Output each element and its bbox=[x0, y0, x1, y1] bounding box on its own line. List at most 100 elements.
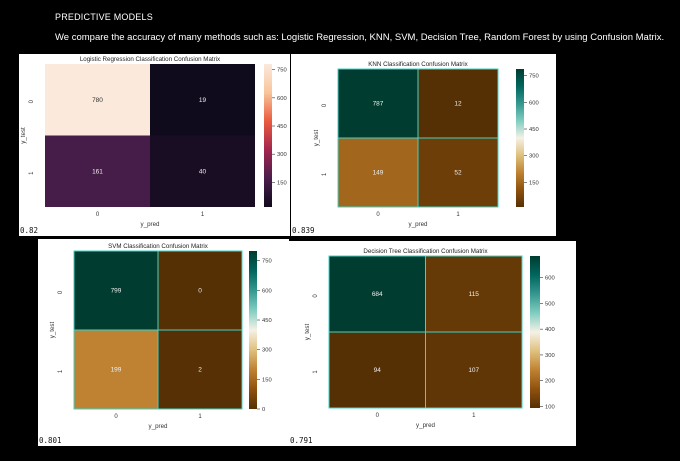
cell-value: 52 bbox=[454, 170, 462, 177]
cell-value: 115 bbox=[469, 291, 480, 298]
page-title: PREDICTIVE MODELS bbox=[55, 12, 153, 22]
cell-value: 19 bbox=[199, 97, 207, 104]
cell-value: 161 bbox=[92, 168, 103, 175]
cell-value: 12 bbox=[454, 101, 462, 108]
matrix-cell bbox=[157, 250, 243, 331]
colorbar-tick-label: 750 bbox=[277, 68, 287, 74]
cell-value: 780 bbox=[92, 97, 103, 104]
y-axis-label: y_test bbox=[304, 323, 311, 340]
colorbar-tick-label: 200 bbox=[545, 379, 555, 385]
page-subtitle: We compare the accuracy of many methods … bbox=[55, 32, 665, 43]
x-tick-label: 0 bbox=[376, 413, 380, 419]
y-tick-label: 1 bbox=[58, 369, 64, 373]
matrix-cell bbox=[337, 68, 419, 139]
y-axis-label: y_test bbox=[49, 321, 56, 338]
cell-value: 684 bbox=[372, 291, 383, 298]
colorbar bbox=[516, 69, 524, 207]
colorbar-tick-label: 100 bbox=[545, 404, 555, 410]
cell-value: 799 bbox=[111, 288, 122, 295]
decision-tree-chart: Decision Tree Classification Confusion M… bbox=[289, 241, 576, 446]
cell-value: 0 bbox=[198, 288, 202, 295]
cell-value: 107 bbox=[468, 367, 479, 374]
matrix-cell bbox=[150, 135, 255, 207]
colorbar bbox=[264, 64, 272, 207]
cell-value: 94 bbox=[374, 367, 382, 374]
y-tick-label: 1 bbox=[322, 172, 328, 176]
y-tick-label: 1 bbox=[313, 370, 319, 374]
colorbar-tick-label: 150 bbox=[277, 180, 287, 186]
colorbar-tick-label: 500 bbox=[545, 301, 555, 307]
colorbar-tick-label: 600 bbox=[277, 96, 287, 102]
accuracy-score: 0.791 bbox=[290, 436, 313, 445]
cell-value: 787 bbox=[373, 101, 384, 108]
y-axis-label: y_test bbox=[313, 129, 320, 146]
matrix-cell bbox=[328, 255, 426, 333]
chart-title: SVM Classification Confusion Matrix bbox=[108, 243, 209, 250]
chart-title: Decision Tree Classification Confusion M… bbox=[363, 248, 488, 255]
x-tick-label: 0 bbox=[114, 414, 118, 420]
matrix-cell bbox=[45, 135, 150, 207]
logistic-regression-chart: Logistic Regression Classification Confu… bbox=[19, 54, 290, 236]
matrix-cell bbox=[425, 255, 523, 333]
confusion-matrix-svg: Decision Tree Classification Confusion M… bbox=[290, 248, 555, 445]
x-axis-label: y_pred bbox=[141, 221, 160, 228]
colorbar-tick-label: 300 bbox=[545, 353, 555, 359]
confusion-matrix-svg: Logistic Regression Classification Confu… bbox=[20, 56, 287, 235]
chart-title: KNN Classification Confusion Matrix bbox=[368, 61, 468, 68]
colorbar-tick-label: 450 bbox=[262, 318, 272, 324]
x-tick-label: 0 bbox=[376, 212, 380, 218]
matrix-cell bbox=[157, 329, 243, 410]
matrix-cell bbox=[337, 137, 419, 208]
matrix-cell bbox=[417, 137, 499, 208]
colorbar-tick-label: 750 bbox=[262, 259, 272, 265]
colorbar-tick-label: 750 bbox=[529, 74, 539, 80]
x-axis-label: y_pred bbox=[409, 221, 428, 228]
colorbar-tick-label: 300 bbox=[529, 154, 539, 160]
colorbar-tick-label: 300 bbox=[277, 152, 287, 158]
svm-chart: SVM Classification Confusion Matrix 799 0 1… bbox=[38, 239, 289, 446]
colorbar bbox=[530, 256, 540, 408]
colorbar-tick-label: 300 bbox=[262, 348, 272, 354]
y-tick-label: 1 bbox=[29, 171, 35, 175]
colorbar-tick-label: 150 bbox=[262, 377, 272, 383]
colorbar bbox=[249, 251, 257, 409]
matrix-cell bbox=[73, 250, 159, 331]
x-tick-label: 0 bbox=[96, 212, 100, 218]
colorbar-tick-label: 600 bbox=[262, 288, 272, 294]
colorbar-tick-label: 0 bbox=[262, 407, 265, 413]
accuracy-score: 0.82 bbox=[20, 226, 38, 235]
x-tick-label: 1 bbox=[201, 212, 205, 218]
colorbar-tick-label: 600 bbox=[545, 276, 555, 282]
y-tick-label: 0 bbox=[322, 103, 328, 107]
colorbar-tick-label: 400 bbox=[545, 327, 555, 333]
x-axis-label: y_pred bbox=[149, 423, 168, 430]
matrix-cell bbox=[328, 331, 426, 409]
colorbar-tick-label: 450 bbox=[277, 124, 287, 130]
cell-value: 149 bbox=[373, 170, 384, 177]
x-axis-label: y_pred bbox=[416, 422, 435, 429]
cell-value: 2 bbox=[198, 367, 202, 374]
y-tick-label: 0 bbox=[29, 99, 35, 103]
chart-title: Logistic Regression Classification Confu… bbox=[80, 56, 221, 63]
x-tick-label: 1 bbox=[198, 414, 202, 420]
accuracy-score: 0.801 bbox=[39, 436, 62, 445]
accuracy-score: 0.839 bbox=[292, 226, 315, 235]
matrix-cell bbox=[425, 331, 523, 409]
cell-value: 199 bbox=[111, 367, 122, 374]
colorbar-tick-label: 150 bbox=[529, 180, 539, 186]
matrix-cell bbox=[45, 64, 150, 136]
matrix-cell bbox=[150, 64, 255, 136]
x-tick-label: 1 bbox=[472, 413, 476, 419]
y-tick-label: 0 bbox=[58, 290, 64, 294]
confusion-matrix-svg: SVM Classification Confusion Matrix 799 0 1… bbox=[39, 243, 272, 445]
cell-value: 40 bbox=[199, 168, 207, 175]
matrix-cell bbox=[73, 329, 159, 410]
y-axis-label: y_test bbox=[20, 127, 27, 144]
x-tick-label: 1 bbox=[456, 212, 460, 218]
y-tick-label: 0 bbox=[313, 294, 319, 298]
colorbar-tick-label: 600 bbox=[529, 100, 539, 106]
knn-chart: KNN Classification Confusion Matrix 787 12… bbox=[291, 54, 556, 236]
matrix-cell bbox=[417, 68, 499, 139]
colorbar-tick-label: 450 bbox=[529, 127, 539, 133]
confusion-matrix-svg: KNN Classification Confusion Matrix 787 12… bbox=[292, 61, 539, 235]
